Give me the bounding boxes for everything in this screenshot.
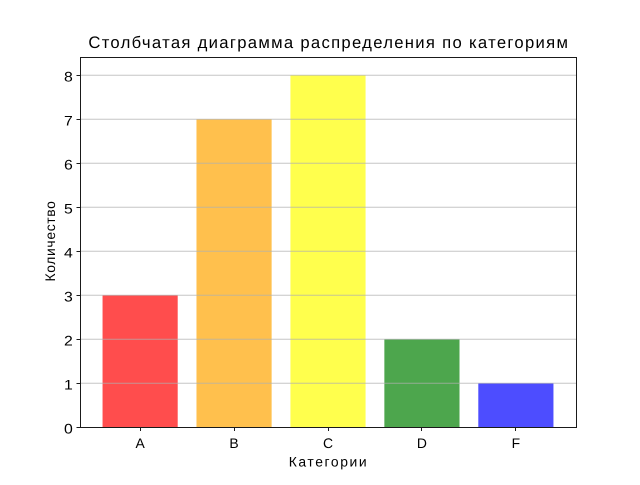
svg-text:8: 8 xyxy=(64,68,73,84)
svg-text:F: F xyxy=(512,435,521,451)
svg-text:B: B xyxy=(229,435,238,451)
svg-text:4: 4 xyxy=(64,244,73,260)
svg-text:5: 5 xyxy=(64,200,73,216)
svg-text:Категории: Категории xyxy=(289,453,369,469)
svg-text:2: 2 xyxy=(64,332,73,348)
svg-text:0: 0 xyxy=(64,420,73,436)
svg-text:6: 6 xyxy=(64,156,73,172)
svg-text:D: D xyxy=(417,435,427,451)
svg-text:Количество: Количество xyxy=(42,200,58,281)
svg-text:7: 7 xyxy=(64,112,73,128)
svg-text:C: C xyxy=(323,435,333,451)
svg-text:3: 3 xyxy=(64,288,73,304)
svg-text:A: A xyxy=(135,435,145,451)
svg-text:Столбчатая диаграмма распредел: Столбчатая диаграмма распределения по ка… xyxy=(88,33,569,52)
svg-text:1: 1 xyxy=(64,376,73,392)
